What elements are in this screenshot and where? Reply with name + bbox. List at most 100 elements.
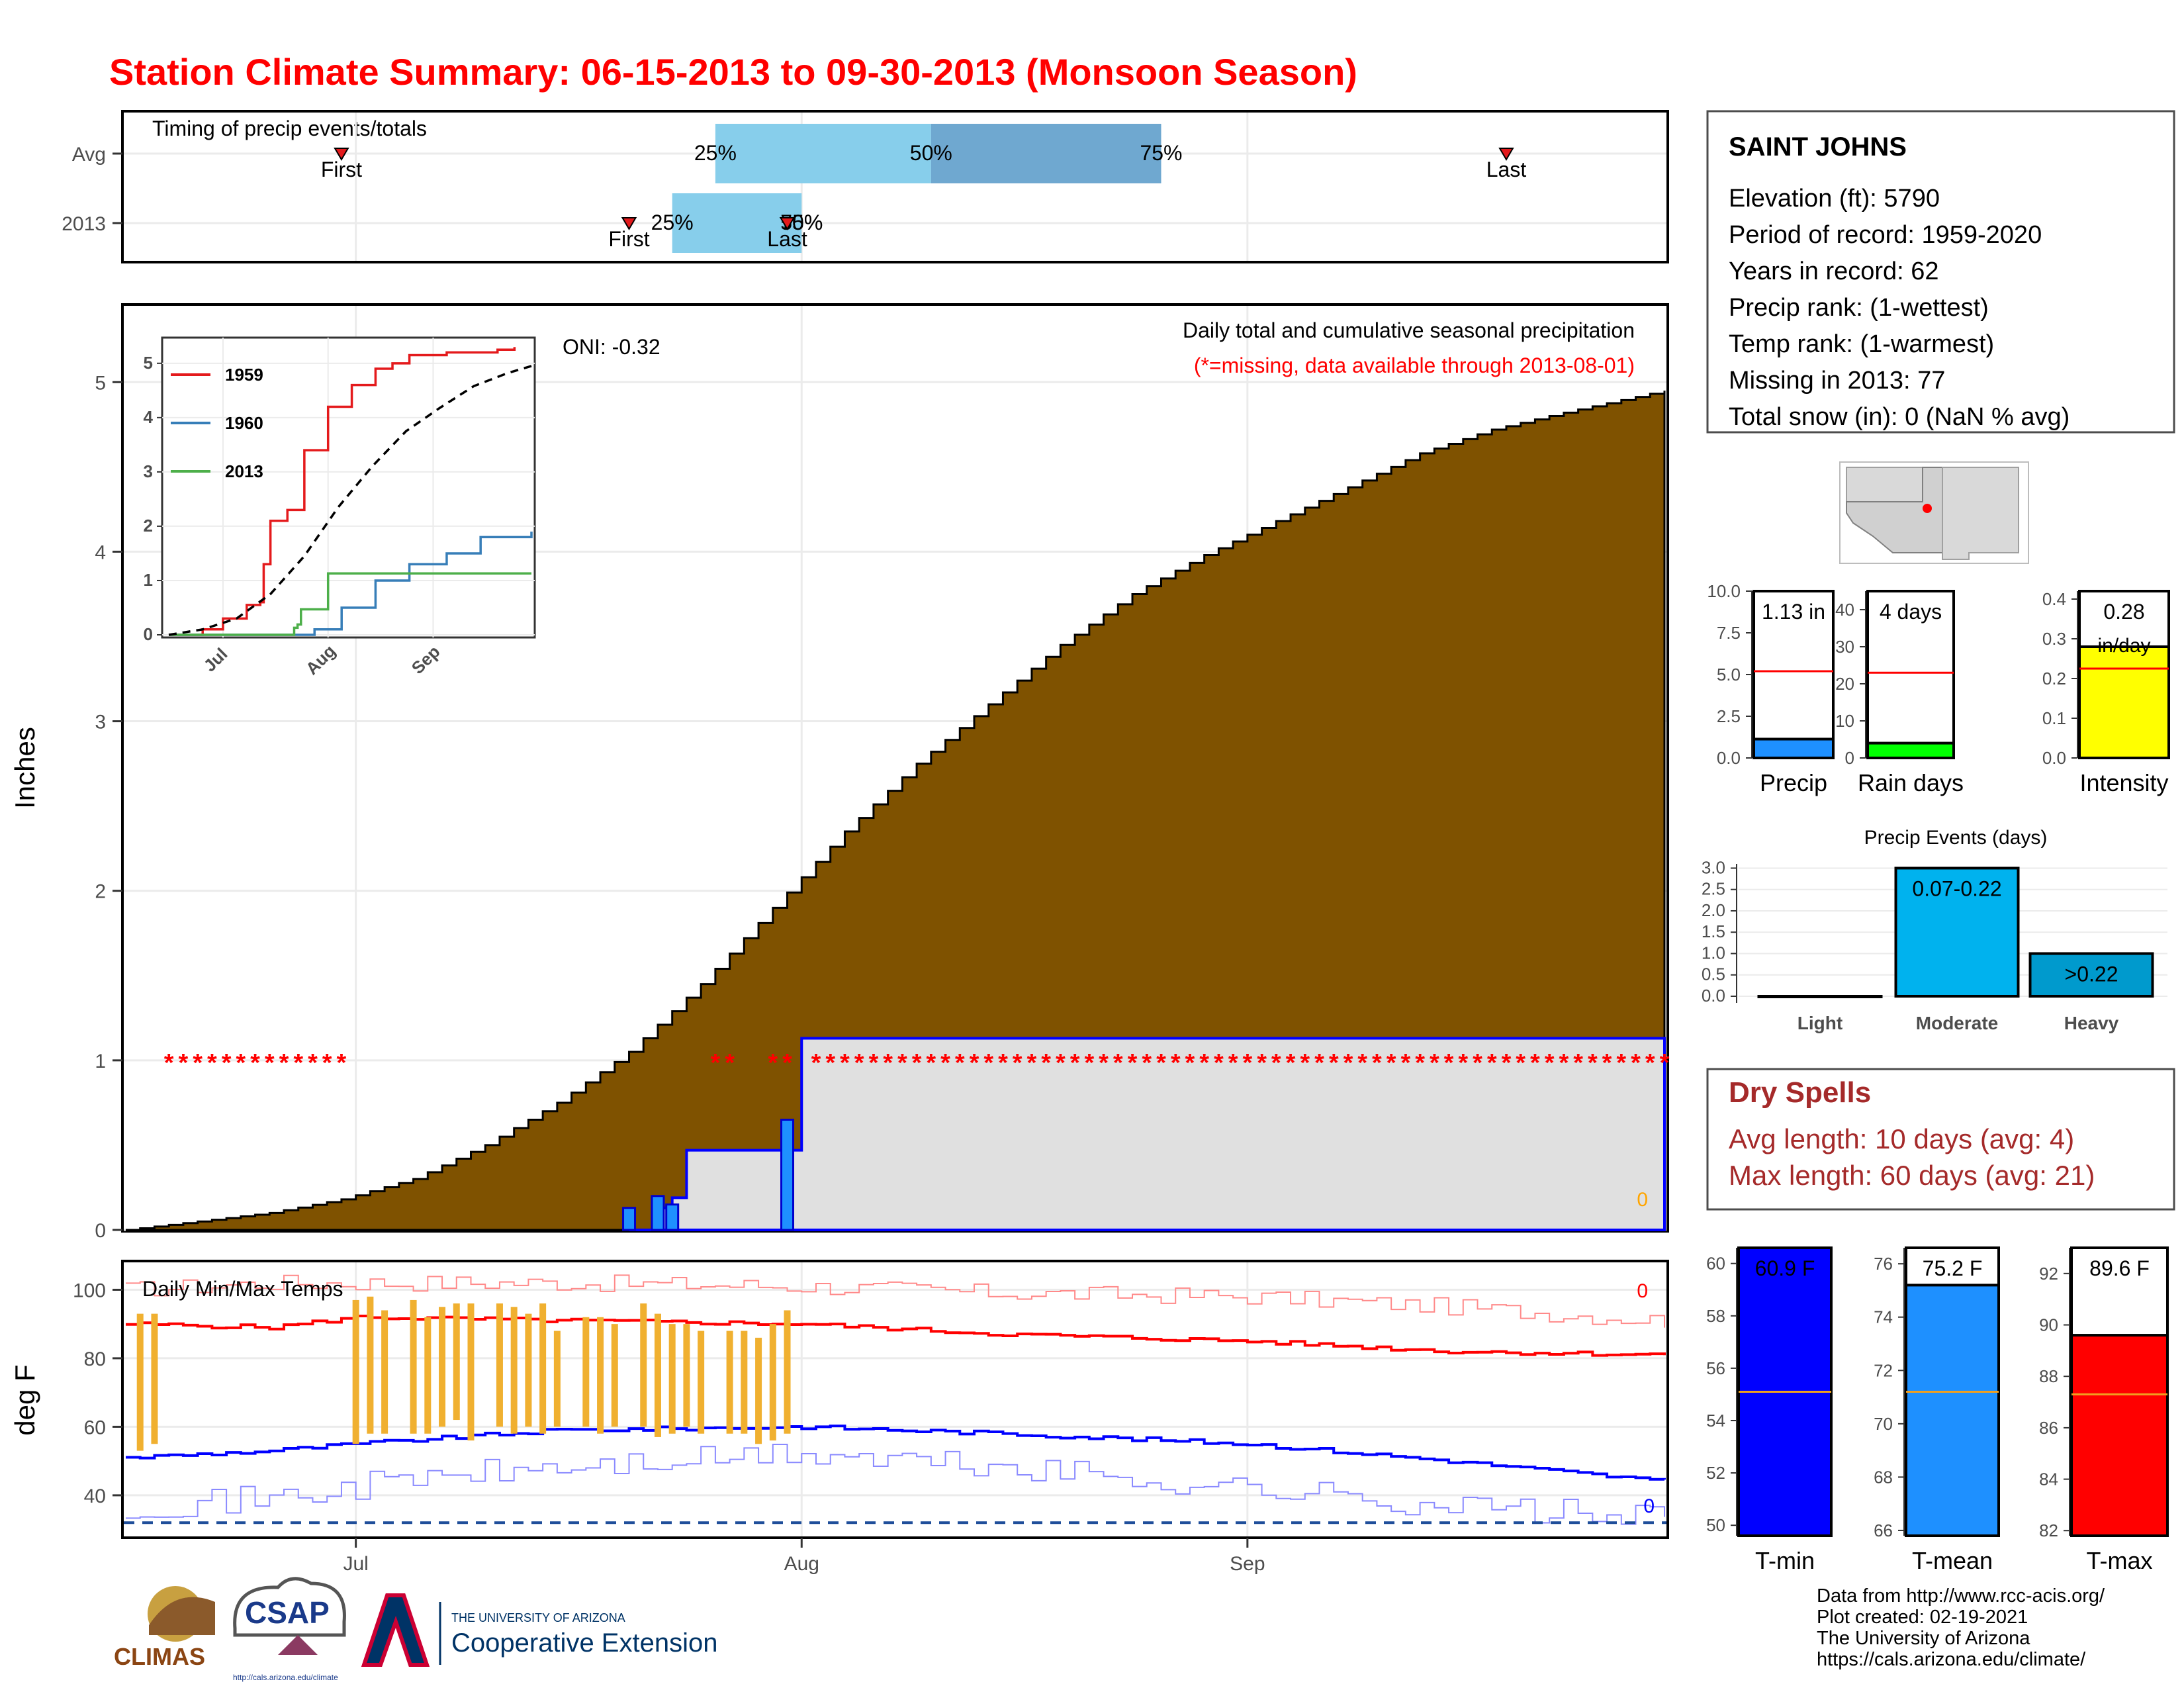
daily-temp-range-bar — [553, 1331, 561, 1427]
timing-bar-q25-q50 — [672, 193, 802, 253]
mini-ytick-label: 40 — [1835, 600, 1854, 620]
missing-day-marker: * — [940, 1049, 950, 1077]
daily-temp-range-bar — [439, 1307, 446, 1427]
timing-first-marker — [334, 148, 349, 161]
missing-day-marker: * — [337, 1049, 347, 1077]
daily-temp-range-bar — [640, 1303, 647, 1427]
timing-first-label: First — [608, 227, 649, 251]
missing-day-marker: * — [1487, 1049, 1497, 1077]
climas-logo: CLIMAS — [114, 1586, 215, 1670]
mini-ytick-label: 30 — [1835, 637, 1854, 657]
mini-ytick-label: 90 — [2039, 1315, 2058, 1335]
station-temp-rank: Temp rank: (1-warmest) — [1729, 330, 1994, 358]
missing-day-marker: * — [293, 1049, 303, 1077]
missing-day-marker: * — [710, 1049, 720, 1077]
university-of-arizona-logo: THE UNIVERSITY OF ARIZONA Cooperative Ex… — [361, 1593, 717, 1667]
inset-legend-label: 2013 — [225, 461, 263, 481]
events-bar — [1757, 995, 1883, 998]
station-precip-rank: Precip rank: (1-wettest) — [1729, 294, 1989, 322]
mini-ytick-label: 70 — [1874, 1414, 1893, 1434]
missing-day-marker: * — [308, 1049, 318, 1077]
ua-block-a-icon — [361, 1593, 430, 1667]
climas-logo-text: CLIMAS — [114, 1643, 205, 1670]
missing-day-marker: * — [768, 1049, 778, 1077]
daily-temp-range-bar — [525, 1313, 532, 1427]
missing-day-marker: * — [1070, 1049, 1080, 1077]
events-ytick-label: 2.5 — [1702, 879, 1725, 899]
mini-ytick-label: 86 — [2039, 1418, 2058, 1438]
missing-day-marker: * — [236, 1049, 246, 1077]
mini-ytick-label: 0.0 — [2042, 748, 2066, 768]
climas-logo-hills — [149, 1597, 215, 1635]
mini-ytick-label: 66 — [1874, 1521, 1893, 1540]
missing-day-marker: * — [1199, 1049, 1209, 1077]
missing-day-marker: * — [725, 1049, 735, 1077]
daily-temp-range-bar — [582, 1317, 590, 1427]
dry-spells-max: Max length: 60 days (avg: 21) — [1729, 1160, 2095, 1191]
csap-logo-cloud — [233, 1577, 346, 1637]
events-ytick-label: 0.5 — [1702, 964, 1725, 984]
credit-plot-created: Plot created: 02-19-2021 — [1817, 1607, 2028, 1628]
timing-row-label: 2013 — [62, 213, 106, 235]
precip-ytick-label: 4 — [95, 541, 106, 563]
events-category-label: Light — [1797, 1013, 1843, 1033]
daily-temp-range-bar — [424, 1317, 432, 1434]
map-arizona-state — [1846, 467, 1943, 553]
missing-day-marker: * — [1156, 1049, 1166, 1077]
events-ytick-label: 0.0 — [1702, 986, 1725, 1006]
mini-ytick-label: 20 — [1835, 674, 1854, 694]
station-period: Period of record: 1959-2020 — [1729, 221, 2042, 249]
daily-temp-range-bar — [784, 1310, 791, 1434]
missing-day-marker: * — [998, 1049, 1008, 1077]
mini-value-label: 89.6 F — [2089, 1256, 2150, 1280]
missing-day-marker: * — [1128, 1049, 1138, 1077]
station-info-frame — [1706, 110, 2175, 434]
missing-day-marker: * — [811, 1049, 821, 1077]
date-xtick-label: Sep — [1230, 1553, 1265, 1575]
events-title: Precip Events (days) — [1864, 827, 2048, 849]
mini-value-bar — [1752, 737, 1835, 760]
missing-day-marker: * — [250, 1049, 260, 1077]
temp-ytick-label: 40 — [84, 1485, 106, 1507]
mini-chart-tmin: 50 52 54 56 58 60 60.9 F T-min — [1706, 1246, 1833, 1574]
daily-temp-range-bar — [769, 1324, 776, 1441]
daily-temp-range-bar — [755, 1337, 762, 1444]
timing-row-label: Avg — [72, 144, 106, 165]
timing-title: Timing of precip events/totals — [152, 117, 427, 140]
events-ytick-label: 3.0 — [1702, 857, 1725, 877]
dry-spells-title: Dry Spells — [1729, 1076, 1871, 1109]
dry-spells-avg: Avg length: 10 days (avg: 4) — [1729, 1123, 2074, 1154]
missing-day-marker: * — [1185, 1049, 1195, 1077]
mini-ytick-label: 56 — [1706, 1358, 1725, 1378]
missing-day-marker: * — [1660, 1049, 1670, 1077]
mini-chart-tmean: 66 68 70 72 74 76 75.2 F T-mean — [1874, 1246, 2000, 1574]
timing-q50-label: 50% — [910, 141, 952, 165]
precip-ytick-label: 0 — [95, 1220, 106, 1242]
credit-url: https://cals.arizona.edu/climate/ — [1817, 1649, 2086, 1670]
missing-day-marker: * — [1516, 1049, 1525, 1077]
daily-temp-range-bar — [136, 1313, 144, 1451]
daily-temp-range-bar — [467, 1303, 475, 1441]
events-ytick-label: 1.5 — [1702, 921, 1725, 941]
inset-ytick-label: 4 — [144, 407, 154, 427]
tmin-record-line — [126, 1443, 1665, 1525]
mini-ytick-label: 76 — [1874, 1254, 1893, 1274]
precip-subtitle: (*=missing, data available through 2013-… — [1194, 353, 1635, 377]
mini-ytick-label: 10 — [1835, 711, 1854, 731]
daily-temp-range-bar — [539, 1303, 547, 1434]
missing-day-marker: * — [1314, 1049, 1324, 1077]
missing-day-marker: * — [1559, 1049, 1569, 1077]
daily-temp-range-bar — [668, 1324, 676, 1434]
mini-ytick-label: 72 — [1874, 1360, 1893, 1380]
missing-day-marker: * — [883, 1049, 893, 1077]
inset-ytick-label: 2 — [144, 516, 153, 536]
mini-ytick-label: 0.4 — [2042, 589, 2066, 609]
mini-ytick-label: 7.5 — [1717, 623, 1741, 643]
daily-temp-range-bar — [496, 1303, 503, 1427]
temperature-ylabel: deg F — [9, 1364, 40, 1435]
inset-ytick-label: 1 — [144, 570, 153, 590]
temp-corner-top: 0 — [1637, 1280, 1648, 1302]
